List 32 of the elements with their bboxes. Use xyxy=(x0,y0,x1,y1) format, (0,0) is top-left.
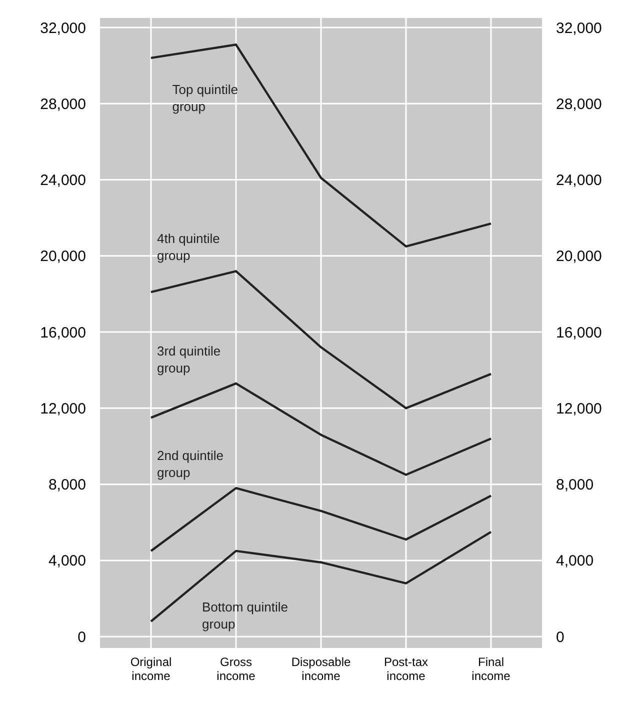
series-label: 4th quintile group xyxy=(157,231,220,264)
series-label: Top quintile group xyxy=(172,82,238,114)
y2-tick-label: 8,000 xyxy=(556,476,594,494)
series-label: 3rd quintile group xyxy=(157,343,221,376)
y2-tick-label: 28,000 xyxy=(556,96,602,113)
y-tick-label: 0 xyxy=(78,628,86,646)
y-tick-label: 28,000 xyxy=(40,96,86,113)
line-series xyxy=(150,44,492,248)
y-tick-label: 16,000 xyxy=(40,324,86,342)
y2-tick-label: 20,000 xyxy=(556,248,602,266)
series-label: 2nd quintile group xyxy=(157,448,224,480)
x-tick-label: Disposable income xyxy=(291,655,352,683)
series-label: Bottom quintile group xyxy=(202,599,288,632)
y2-tick-label: 24,000 xyxy=(556,172,602,190)
y2-tick-label: 32,000 xyxy=(556,20,602,37)
y-tick-label: 32,000 xyxy=(40,20,86,37)
y-tick-label: 12,000 xyxy=(40,400,86,418)
y-tick-label: 4,000 xyxy=(48,552,86,570)
x-tick-label: Final income xyxy=(472,655,511,683)
y-tick-label: 20,000 xyxy=(40,248,86,266)
line-series xyxy=(150,487,492,552)
line-series xyxy=(150,530,492,622)
y2-tick-label: 4,000 xyxy=(556,552,594,570)
x-tick-label: Post-tax income xyxy=(384,655,428,683)
x-tick-label: Gross income xyxy=(216,655,256,683)
y2-tick-label: 16,000 xyxy=(556,324,602,342)
line-series xyxy=(150,270,492,410)
y2-tick-label: 12,000 xyxy=(556,400,602,418)
x-tick-label: Original income xyxy=(130,655,172,683)
y2-tick-label: 0 xyxy=(556,628,564,646)
y-tick-label: 24,000 xyxy=(40,172,86,190)
y-tick-label: 8,000 xyxy=(48,476,86,494)
